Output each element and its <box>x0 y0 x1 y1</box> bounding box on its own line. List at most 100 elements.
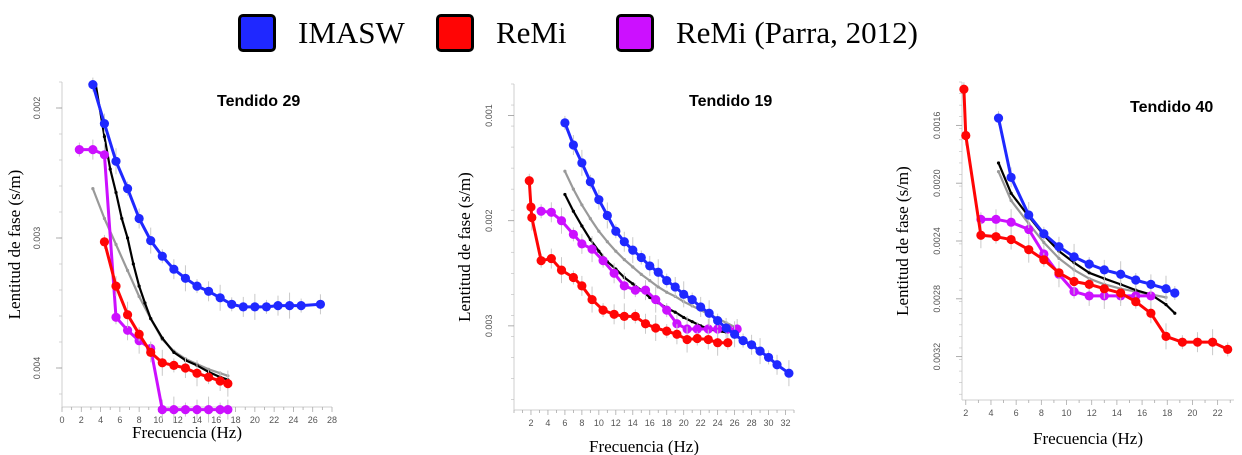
fit-series-point <box>665 290 669 294</box>
imasw-series-point <box>645 261 655 271</box>
fit-series-point <box>102 135 107 139</box>
imasw-series-point <box>993 113 1004 123</box>
x-tick-label: 4 <box>988 408 993 418</box>
imasw-series-point <box>568 140 578 150</box>
remi-series-point <box>99 237 110 247</box>
fit-series-point <box>149 317 153 321</box>
fit-series-line <box>997 162 1176 315</box>
imasw-series-point <box>1024 210 1034 220</box>
remi-parra-2012-series-point <box>99 150 110 160</box>
x-tick-label: 2 <box>79 415 84 425</box>
fit-series-point <box>131 262 135 266</box>
remi-series-point <box>587 294 597 305</box>
fit-series-line <box>997 171 1167 299</box>
fit-series-point <box>206 367 211 371</box>
fit-series-point <box>673 310 677 314</box>
remi-series-point <box>192 368 202 378</box>
fit-series-point <box>682 315 686 320</box>
remi-parra-2012-series-point <box>991 214 1001 224</box>
remi-series-point <box>180 363 191 373</box>
remi-series-point <box>609 309 619 319</box>
imasw-series-point <box>653 267 663 277</box>
y-tick-label: 0.0028 <box>932 285 942 313</box>
imasw-series-point <box>628 245 638 255</box>
remi-series-line <box>527 180 728 345</box>
fit-series-point <box>114 242 118 247</box>
fit-series-point <box>160 336 164 340</box>
imasw-series-point <box>1039 229 1049 239</box>
imasw-series-point <box>169 264 179 274</box>
remi-series-point <box>568 272 578 283</box>
remi-parra-2012-series-point <box>587 244 597 254</box>
imasw-series-point <box>704 308 714 318</box>
x-tick-label: 26 <box>308 415 318 425</box>
remi-parra-2012-series-point <box>169 405 179 415</box>
remi-parra-2012-series-point <box>88 145 98 155</box>
remi-series-point <box>122 310 133 320</box>
fit-series-point <box>622 258 626 262</box>
legend-swatch-remi <box>436 14 474 52</box>
imasw-series-point <box>1131 275 1141 285</box>
imasw-series-point <box>738 335 748 346</box>
x-tick-label: 22 <box>696 418 706 428</box>
remi-series-point <box>1223 344 1233 355</box>
imasw-series-point <box>636 252 646 263</box>
fit-series-point <box>172 350 176 354</box>
fit-series-point <box>1009 198 1013 203</box>
x-tick-label: 22 <box>269 415 279 425</box>
legend-item-imasw: IMASW <box>238 12 405 54</box>
fit-series-point <box>102 216 107 221</box>
remi-series-point <box>682 334 692 345</box>
remi-series-point <box>169 360 179 370</box>
fit-series-point <box>605 240 609 244</box>
x-tick-label: 8 <box>137 415 142 425</box>
fit-series-point <box>1164 303 1168 307</box>
x-tick-label: 22 <box>1213 408 1223 418</box>
y-tick-label: 0.0016 <box>932 112 942 140</box>
remi-series-point <box>961 130 971 141</box>
fit-series-point <box>125 236 130 240</box>
remi-series-point <box>991 232 1001 242</box>
y-tick-label: 0.001 <box>484 104 494 127</box>
fit-series-point <box>1042 240 1046 245</box>
remi-series-point <box>1006 234 1016 245</box>
y-tick-label: 0.004 <box>32 357 42 380</box>
imasw-series-point <box>696 302 706 312</box>
fit-series-line <box>94 84 229 381</box>
imasw-series-point <box>250 302 260 312</box>
x-axis-label: Frecuencia (Hz) <box>1033 429 1143 448</box>
fit-series-point <box>996 170 1001 174</box>
fit-series-point <box>648 279 652 283</box>
x-tick-label: 4 <box>545 418 550 428</box>
imasw-series-point <box>721 323 731 333</box>
remi-parra-2012-series-point <box>651 294 661 305</box>
y-axis-label: Lentitud de fase (s/m) <box>455 172 474 322</box>
imasw-series-point <box>192 281 202 291</box>
imasw-series-point <box>602 210 612 221</box>
x-tick-label: 30 <box>764 418 774 428</box>
y-axis-label: Lentitud de fase (s/m) <box>5 170 24 320</box>
remi-parra-2012-series-point <box>180 405 191 415</box>
imasw-series-point <box>1084 259 1094 269</box>
fit-series-point <box>120 216 124 221</box>
x-tick-label: 0 <box>59 415 64 425</box>
fit-series-point <box>631 265 635 269</box>
x-tick-label: 12 <box>611 418 621 428</box>
y-tick-label: 0.002 <box>484 209 494 232</box>
fit-series-point <box>690 320 694 324</box>
fit-series-point <box>91 187 95 191</box>
remi-parra-2012-series-point <box>203 405 214 415</box>
imasw-series-point <box>670 282 680 292</box>
remi-parra-2012-series-point <box>536 206 546 216</box>
legend-label-remi: ReMi <box>496 15 567 50</box>
imasw-series-point <box>315 299 326 309</box>
remi-series-point <box>1084 279 1094 289</box>
remi-parra-2012-series-point <box>713 324 723 334</box>
y-tick-label: 0.002 <box>32 97 42 120</box>
imasw-series-point <box>611 226 621 236</box>
x-tick-label: 24 <box>713 418 723 428</box>
y-tick-label: 0.0032 <box>932 343 942 371</box>
remi-series-point <box>1024 245 1034 255</box>
remi-parra-2012-series-point <box>556 216 567 226</box>
fit-series-point <box>125 268 130 273</box>
